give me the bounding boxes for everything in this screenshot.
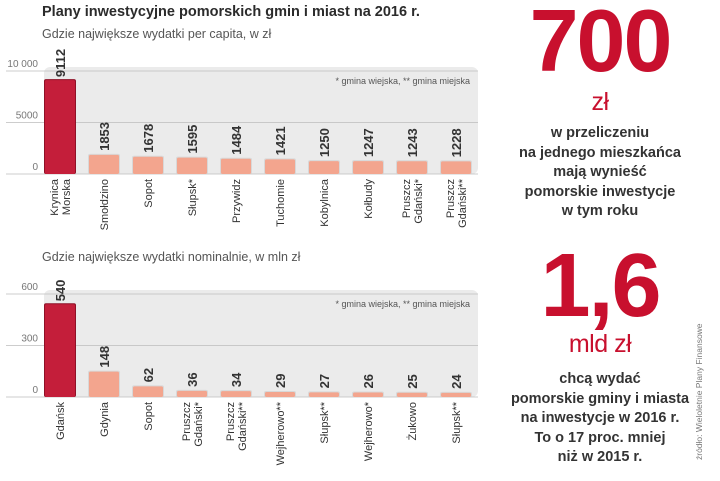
percapita-bar — [89, 154, 119, 174]
stat1-line: na jednego mieszkańca — [519, 144, 681, 161]
nominal-bar — [265, 392, 295, 397]
page-title: Plany inwestycyjne pomorskich gmin i mia… — [42, 4, 420, 20]
nominal-tick-label: 0 — [32, 385, 38, 396]
nominal-value-label: 148 — [97, 346, 112, 368]
percapita-legend-note: * gmina wiejska, ** gmina miejska — [335, 76, 470, 86]
nominal-category-label: Gdynia — [99, 401, 111, 437]
nominal-bar — [45, 304, 75, 397]
nominal-category-label: Wejherowo** — [275, 401, 287, 465]
percapita-bar — [353, 161, 383, 174]
nominal-category-label: Gdański** — [237, 401, 249, 451]
stat1-line: pomorskie inwestycje — [524, 183, 676, 200]
percapita-bar — [397, 161, 427, 174]
nominal-category-label: Słupsk** — [319, 401, 331, 443]
nominal-value-label: 62 — [141, 368, 156, 382]
stat1-value: 700 — [529, 0, 673, 90]
nominal-category-label: Gdański* — [193, 401, 205, 446]
nominal-legend-note: * gmina wiejska, ** gmina miejska — [335, 299, 470, 309]
percapita-category-label: Kołbudy — [363, 179, 375, 219]
source-note: źródło: Wieloletnie Plany Finansowe — [694, 323, 704, 460]
percapita-category-label: Kobylnica — [319, 178, 331, 227]
percapita-category-label: Słupsk* — [187, 178, 199, 216]
nominal-value-label: 24 — [449, 374, 464, 389]
stat1-description: w przeliczeniu na jednego mieszkańca maj… — [490, 124, 710, 222]
nominal-bar — [89, 371, 119, 397]
chart2-title: Gdzie największe wydatki nominalnie, w m… — [42, 250, 301, 264]
percapita-bar — [177, 157, 207, 174]
percapita-bar — [221, 158, 251, 174]
nominal-value-label: 29 — [273, 374, 288, 388]
percapita-value-label: 1595 — [185, 125, 200, 154]
nominal-bar — [353, 392, 383, 397]
nominal-bar — [309, 392, 339, 397]
nominal-category-label: Pruszcz — [181, 402, 193, 441]
percapita-value-label: 1228 — [449, 128, 464, 157]
nominal-value-label: 540 — [53, 280, 68, 302]
stat2-line: na inwestycje w 2016 r. — [520, 410, 680, 426]
percapita-tick-label: 10 000 — [7, 59, 38, 70]
nominal-bar — [133, 386, 163, 397]
percapita-bar — [133, 156, 163, 174]
nominal-value-label: 36 — [185, 372, 200, 386]
percapita-value-label: 1853 — [97, 122, 112, 151]
nominal-value-label: 34 — [229, 372, 244, 387]
percapita-category-label: Przywidz — [231, 179, 243, 223]
chart1-title: Gdzie największe wydatki per capita, w z… — [42, 27, 272, 41]
stat1-unit: zł — [591, 88, 609, 116]
stat2-description: chcą wydać pomorskie gminy i miasta na i… — [490, 370, 710, 468]
stat2-line: To o 17 proc. mniej — [534, 429, 666, 446]
stats-column: 700 zł w przeliczeniu na jednego mieszka… — [490, 0, 710, 481]
nominal-tick-label: 300 — [21, 334, 38, 345]
percapita-category-label: Gdański* — [413, 178, 425, 223]
stat2-line: niż w 2015 r. — [557, 449, 643, 465]
percapita-category-label: Gdański** — [457, 178, 469, 228]
percapita-bar — [45, 80, 75, 174]
percapita-tick-label: 0 — [32, 162, 38, 173]
stat2-line: chcą wydać — [559, 371, 641, 387]
percapita-value-label: 1484 — [229, 125, 244, 155]
nominal-chart: 0 300 600 * gmina wiejska, ** gmina miejska… — [6, 280, 478, 465]
nominal-category-label: Słupsk** — [451, 401, 463, 443]
nominal-category-label: Pruszcz — [225, 402, 237, 441]
nominal-value-label: 26 — [361, 374, 376, 388]
percapita-value-label: 1247 — [361, 128, 376, 157]
percapita-category-label: Pruszcz — [445, 179, 457, 218]
percapita-value-label: 9112 — [53, 49, 68, 77]
nominal-category-label: Gdańsk — [55, 402, 67, 440]
percapita-tick-label: 5000 — [16, 111, 39, 122]
percapita-bar — [265, 159, 295, 174]
nominal-category-label: Żukowo — [406, 402, 419, 441]
nominal-plot-area — [44, 290, 478, 397]
stat2-line: pomorskie gminy i miasta — [510, 390, 690, 407]
percapita-category-label: Pruszcz — [401, 179, 413, 218]
stat1-line: w przeliczeniu — [550, 125, 650, 141]
percapita-plot-area — [44, 67, 478, 174]
percapita-bar — [309, 161, 339, 174]
stat2-unit: mld zł — [568, 330, 632, 358]
nominal-category-label: Sopot — [143, 402, 155, 431]
percapita-value-label: 1421 — [273, 126, 288, 155]
nominal-bar — [177, 390, 207, 397]
percapita-category-label: Smołdzino — [99, 179, 111, 230]
percapita-bar — [441, 161, 471, 174]
stat2-value: 1,6 — [540, 236, 661, 336]
percapita-value-label: 1678 — [141, 124, 156, 153]
nominal-tick-label: 600 — [21, 282, 38, 293]
stat1-line: w tym roku — [561, 203, 639, 219]
stat1-line: mają wynieść — [553, 164, 647, 180]
nominal-value-label: 25 — [405, 374, 420, 388]
per-capita-chart: 0 5000 10 000 * gmina wiejska, ** gmina mie… — [6, 49, 478, 230]
nominal-bar — [441, 392, 471, 397]
percapita-category-label: Morska — [61, 178, 73, 215]
nominal-category-label: Wejherowo* — [363, 401, 375, 461]
percapita-category-label: Krynica — [49, 178, 61, 216]
nominal-value-label: 27 — [317, 374, 332, 388]
percapita-value-label: 1243 — [405, 128, 420, 157]
percapita-category-label: Tuchomie — [275, 179, 287, 227]
percapita-value-label: 1250 — [317, 128, 332, 157]
nominal-bar — [397, 392, 427, 397]
nominal-bar — [221, 391, 251, 397]
percapita-category-label: Sopot — [143, 179, 155, 208]
